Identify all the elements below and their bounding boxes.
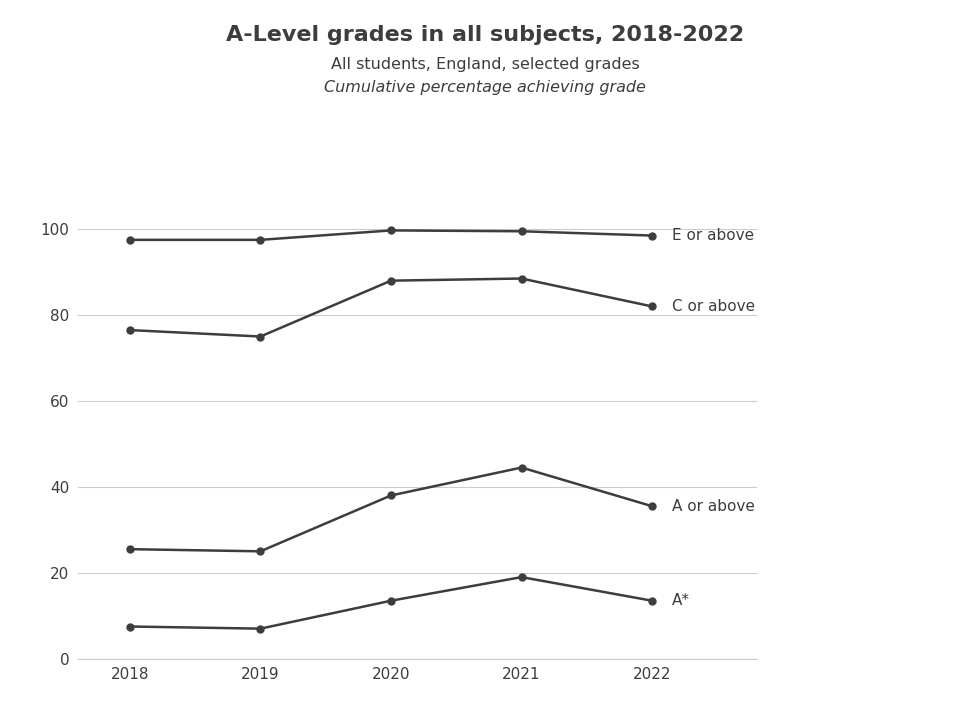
- Text: A*: A*: [671, 594, 689, 608]
- Text: A-Level grades in all subjects, 2018-2022: A-Level grades in all subjects, 2018-202…: [226, 25, 743, 45]
- Text: A or above: A or above: [671, 499, 754, 513]
- Text: E or above: E or above: [671, 228, 753, 243]
- Text: All students, England, selected grades: All students, England, selected grades: [330, 57, 639, 72]
- Text: C or above: C or above: [671, 299, 754, 314]
- Text: Cumulative percentage achieving grade: Cumulative percentage achieving grade: [324, 80, 645, 95]
